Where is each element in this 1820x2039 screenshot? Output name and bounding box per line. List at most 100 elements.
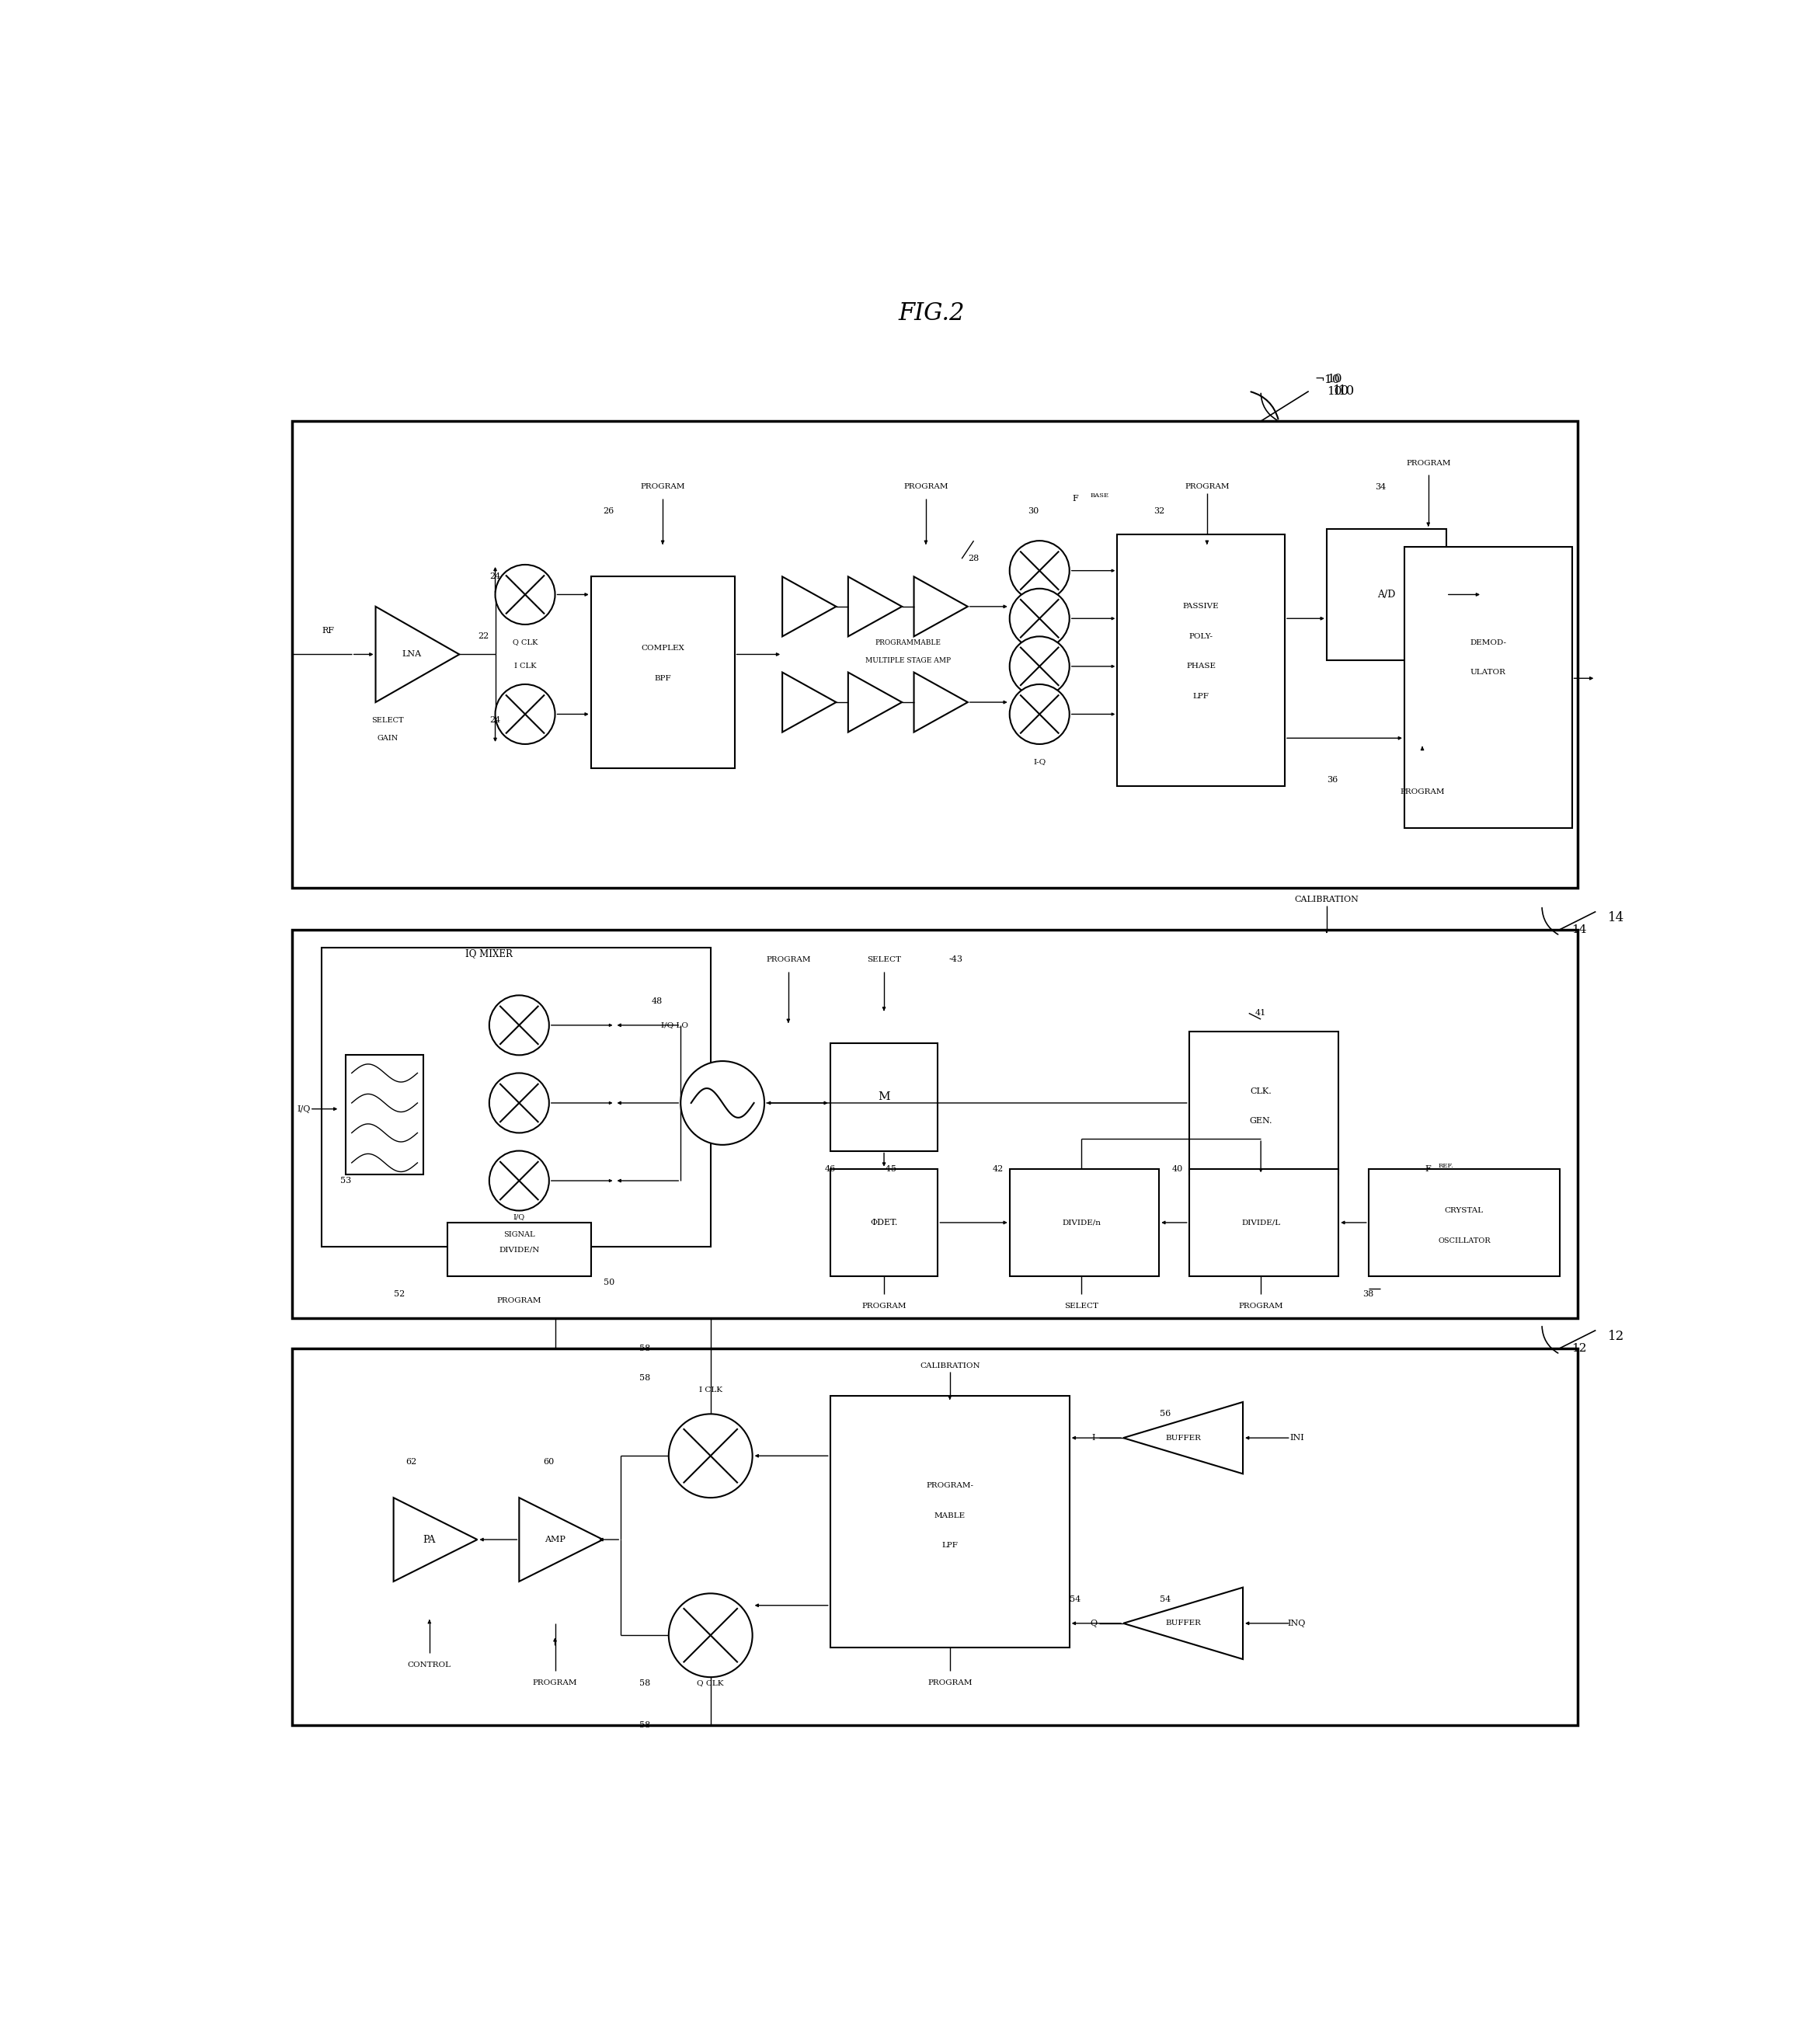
Bar [291,1348,1578,1725]
Text: GAIN: GAIN [377,734,399,742]
Bar [1369,1168,1560,1276]
Text: INI: INI [1289,1433,1303,1442]
Circle shape [668,1413,752,1499]
Text: PROGRAM: PROGRAM [1185,483,1228,491]
Text: ULATOR: ULATOR [1471,669,1505,675]
Text: 12: 12 [1572,1344,1587,1354]
Text: -43: -43 [948,956,963,962]
Polygon shape [914,673,968,732]
Text: I/Q: I/Q [513,1213,524,1219]
Text: BUFFER: BUFFER [1165,1433,1201,1442]
Text: I CLK: I CLK [513,663,537,671]
Text: 24: 24 [490,573,500,581]
Circle shape [495,685,555,744]
Text: AMP: AMP [544,1535,566,1544]
Polygon shape [393,1499,477,1582]
Text: 10: 10 [1338,385,1356,398]
Text: PA: PA [422,1535,435,1546]
Text: LNA: LNA [402,650,420,659]
Polygon shape [1123,1403,1243,1474]
Text: 22: 22 [477,632,490,640]
Text: 48: 48 [652,997,662,1005]
Bar [291,422,1578,887]
Text: BPF: BPF [655,675,672,681]
Text: REF.: REF. [1438,1162,1454,1168]
Text: DIVIDE/L: DIVIDE/L [1241,1219,1279,1225]
Text: COMPLEX: COMPLEX [641,644,684,652]
Polygon shape [1123,1588,1243,1660]
Text: MULTIPLE STAGE AMP: MULTIPLE STAGE AMP [864,657,950,665]
Text: 50: 50 [604,1278,615,1287]
Polygon shape [848,577,903,636]
Text: CLK.: CLK. [1250,1087,1272,1095]
Bar [448,1223,592,1276]
Text: SIGNAL: SIGNAL [504,1232,535,1238]
Bar [291,930,1578,1319]
Text: 26: 26 [604,508,615,514]
Text: 54: 54 [1070,1594,1081,1603]
Circle shape [490,1073,550,1134]
Text: I-Q: I-Q [1034,759,1046,765]
Text: SELECT: SELECT [866,956,901,962]
Text: CRYSTAL: CRYSTAL [1445,1207,1483,1213]
Circle shape [681,1060,764,1144]
Polygon shape [783,577,835,636]
Text: ΦDET.: ΦDET. [870,1219,897,1227]
Text: POLY-: POLY- [1188,632,1214,640]
Text: 14: 14 [1572,924,1587,936]
Text: CALIBRATION: CALIBRATION [1294,895,1360,903]
Text: LPF: LPF [941,1541,957,1550]
Circle shape [490,995,550,1054]
Text: 52: 52 [393,1291,406,1299]
Text: 58: 58 [639,1374,650,1382]
Bar [830,1397,1070,1648]
Polygon shape [848,673,903,732]
Text: INQ: INQ [1287,1619,1305,1627]
Bar [1405,546,1572,828]
Text: PHASE: PHASE [1187,663,1216,671]
Text: PROGRAM: PROGRAM [533,1680,577,1686]
Bar [1117,534,1285,785]
Text: 30: 30 [1028,508,1039,514]
Text: SELECT: SELECT [371,716,404,724]
Text: IQ MIXER: IQ MIXER [466,948,513,958]
Text: BASE: BASE [1090,493,1108,500]
Text: 53: 53 [340,1177,351,1185]
Text: PROGRAM: PROGRAM [928,1680,972,1686]
Text: I: I [1092,1433,1096,1442]
Circle shape [495,565,555,624]
Text: I/Q LO: I/Q LO [661,1022,688,1030]
Bar [830,1044,937,1150]
Text: PROGRAM-: PROGRAM- [926,1482,974,1488]
Text: BUFFER: BUFFER [1165,1619,1201,1627]
Text: 10: 10 [1327,385,1341,398]
Text: FIG.2: FIG.2 [899,302,965,326]
Circle shape [1010,589,1070,648]
Text: PROGRAMMABLE: PROGRAMMABLE [875,638,941,646]
Text: 58: 58 [639,1344,650,1352]
Text: MABLE: MABLE [934,1513,965,1519]
Text: CALIBRATION: CALIBRATION [919,1362,979,1370]
Polygon shape [914,577,968,636]
Text: PROGRAM: PROGRAM [497,1297,542,1303]
Text: Q CLK: Q CLK [513,638,537,646]
Text: 10: 10 [1327,373,1341,385]
Text: 38: 38 [1363,1291,1374,1299]
Text: 24: 24 [490,716,500,724]
Text: M: M [877,1091,890,1103]
Text: 10: 10 [1332,385,1349,398]
Bar [1327,528,1447,661]
Text: F: F [1425,1164,1431,1172]
Text: Q CLK: Q CLK [697,1680,724,1686]
Text: LPF: LPF [1192,693,1208,699]
Text: F: F [1072,495,1079,504]
Text: PROGRAM: PROGRAM [1400,789,1445,795]
Bar [346,1054,424,1174]
Text: 60: 60 [544,1458,555,1466]
Text: 41: 41 [1256,1009,1267,1017]
Text: DIVIDE/N: DIVIDE/N [499,1246,539,1254]
Circle shape [668,1592,752,1678]
Text: Q: Q [1090,1619,1097,1627]
Polygon shape [783,673,835,732]
Text: A/D: A/D [1378,589,1396,599]
